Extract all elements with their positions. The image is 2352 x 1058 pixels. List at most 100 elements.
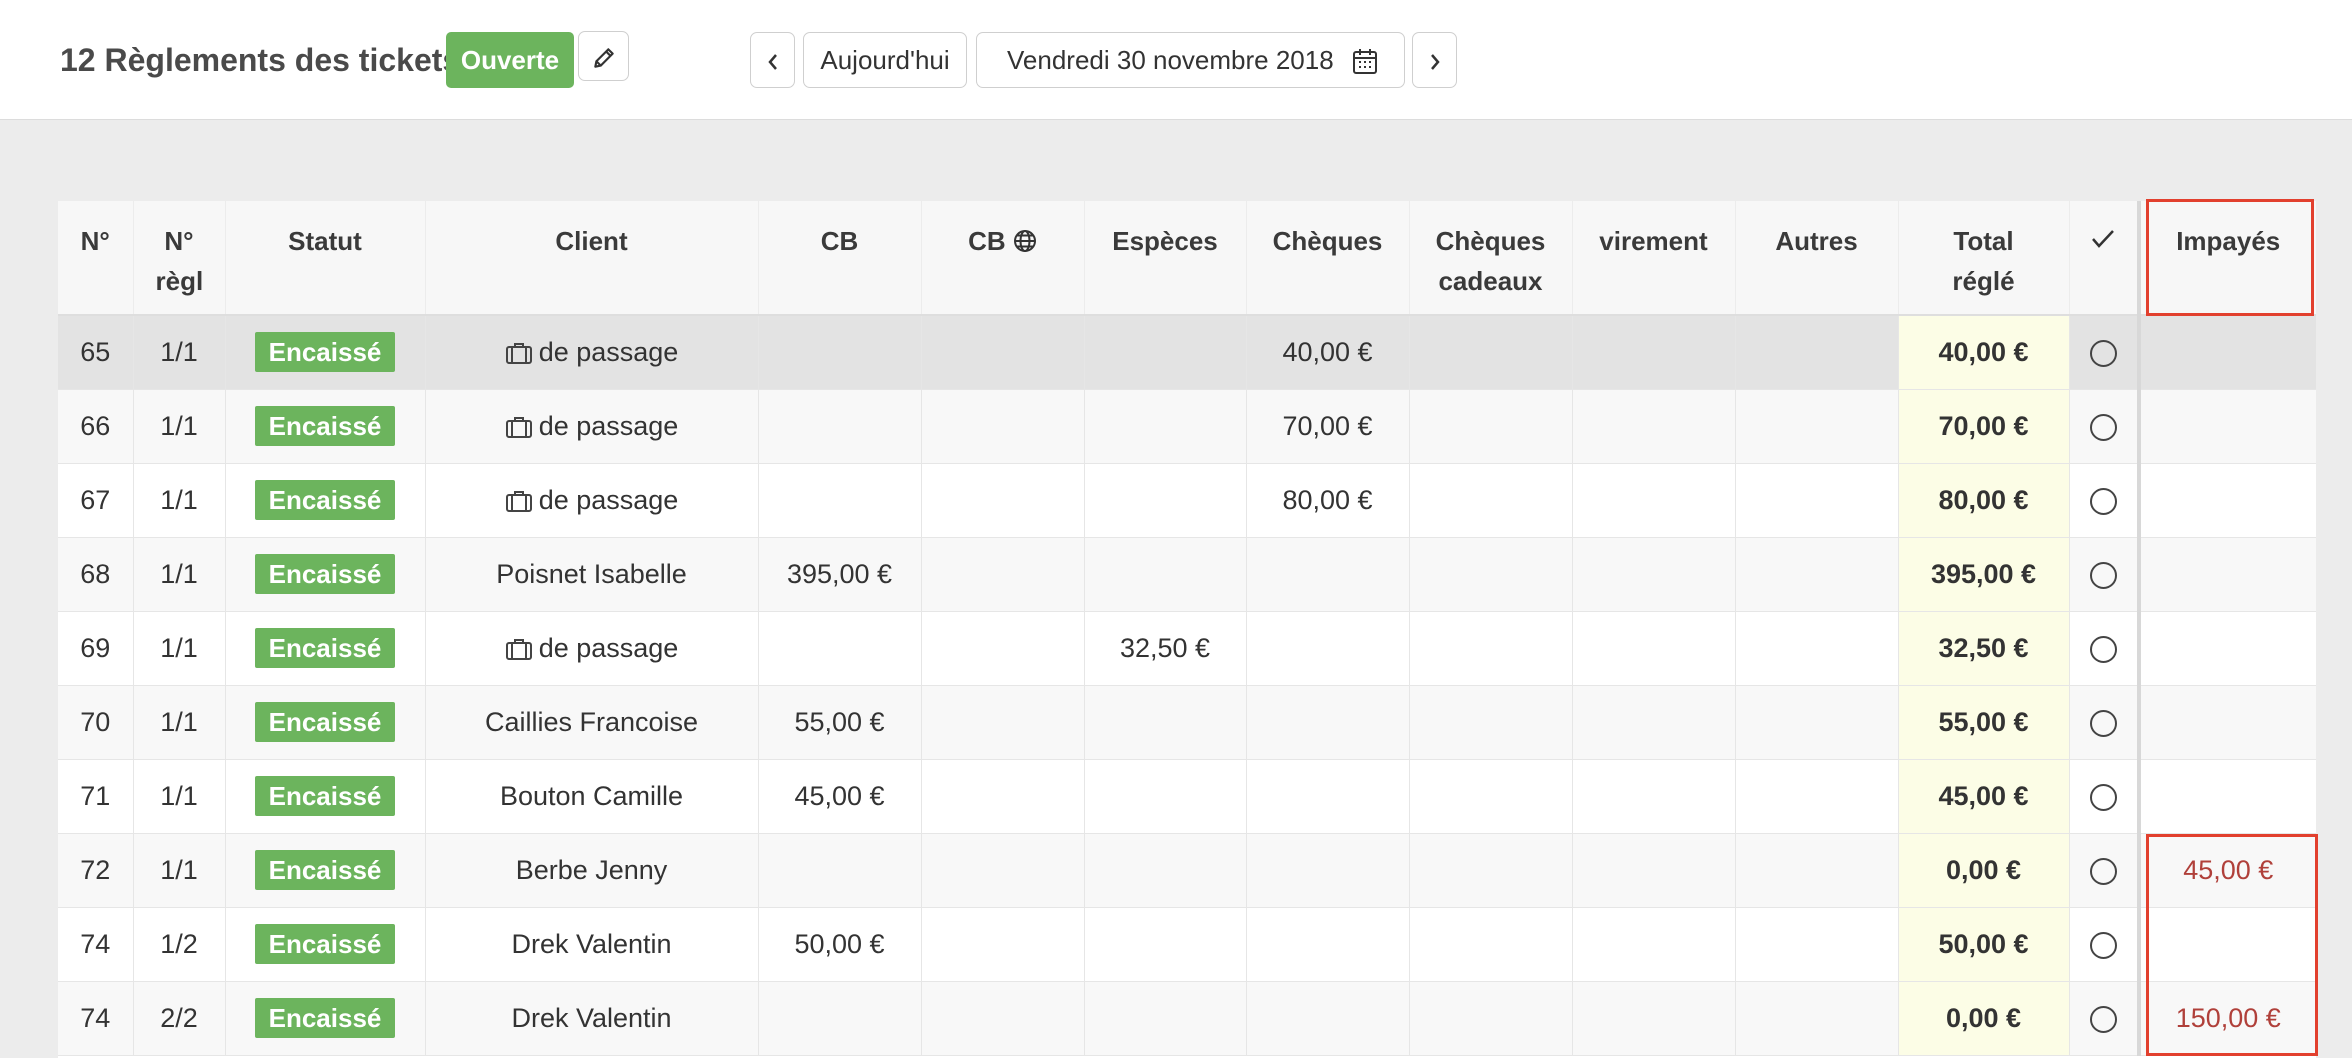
cell-total: 45,00 € — [1898, 759, 2070, 834]
cell-check[interactable] — [2069, 315, 2140, 390]
cell-status: Encaissé — [225, 463, 426, 538]
cell-client[interactable]: de passage — [425, 611, 759, 686]
cell-cb — [758, 981, 922, 1056]
cell-cadeaux — [1409, 611, 1573, 686]
edit-button[interactable] — [578, 31, 629, 81]
col-header-cb-web[interactable]: CB — [921, 201, 1085, 316]
radio-circle-icon[interactable] — [2089, 413, 2117, 441]
cell-check[interactable] — [2069, 759, 2140, 834]
col-header-cash[interactable]: Espèces — [1084, 201, 1247, 316]
cell-client[interactable]: Caillies Francoise — [425, 685, 759, 760]
table-row[interactable]: 70 1/1 Encaissé Caillies Francoise 55,00 € 55… — [58, 685, 2316, 760]
cell-virement — [1572, 907, 1736, 982]
cell-check[interactable] — [2069, 685, 2140, 760]
cell-cb: 50,00 € — [758, 907, 922, 982]
today-button[interactable]: Aujourd'hui — [803, 32, 967, 88]
cell-client[interactable]: Poisnet Isabelle — [425, 537, 759, 612]
col-header-check[interactable] — [2069, 201, 2140, 316]
cell-check[interactable] — [2069, 611, 2140, 686]
cell-status: Encaissé — [225, 537, 426, 612]
cell-status: Encaissé — [225, 315, 426, 390]
radio-circle-icon[interactable] — [2089, 709, 2117, 737]
status-tag: Encaissé — [254, 850, 396, 890]
cell-check[interactable] — [2069, 833, 2140, 908]
table-row[interactable]: 69 1/1 Encaissé de passage 32,50 € 32,50 € — [58, 611, 2316, 686]
col-header-transfer[interactable]: virement — [1572, 201, 1736, 316]
col-header-total[interactable]: Total réglé — [1898, 201, 2070, 316]
cell-cbweb — [921, 833, 1085, 908]
check-icon — [2092, 230, 2115, 248]
cell-unpaid — [2137, 389, 2316, 464]
cell-unpaid — [2137, 463, 2316, 538]
cell-client[interactable]: de passage — [425, 389, 759, 464]
cell-especes — [1084, 833, 1247, 908]
col-header-unpaid[interactable]: Impayés — [2137, 201, 2316, 316]
cell-especes — [1084, 981, 1247, 1056]
chevron-left-icon — [767, 54, 777, 70]
table-row[interactable]: 66 1/1 Encaissé de passage 70,00 € 70,00 € — [58, 389, 2316, 464]
cell-check[interactable] — [2069, 981, 2140, 1056]
cell-status: Encaissé — [225, 685, 426, 760]
radio-circle-icon[interactable] — [2089, 561, 2117, 589]
cell-client[interactable]: de passage — [425, 463, 759, 538]
status-tag: Encaissé — [254, 702, 396, 742]
radio-circle-icon[interactable] — [2089, 783, 2117, 811]
date-picker-button[interactable]: Vendredi 30 novembre 2018 — [976, 32, 1405, 88]
cell-cheques — [1246, 759, 1410, 834]
table-row[interactable]: 71 1/1 Encaissé Bouton Camille 45,00 € 45,00 … — [58, 759, 2316, 834]
cell-client[interactable]: de passage — [425, 315, 759, 390]
next-day-button[interactable] — [1412, 32, 1457, 88]
cell-autres — [1735, 685, 1899, 760]
col-header-cb[interactable]: CB — [758, 201, 922, 316]
cell-check[interactable] — [2069, 537, 2140, 612]
pencil-icon — [593, 48, 614, 68]
cell-unpaid — [2137, 907, 2316, 982]
cell-client[interactable]: Bouton Camille — [425, 759, 759, 834]
table-row[interactable]: 65 1/1 Encaissé de passage 40,00 € 40,00 € — [58, 315, 2316, 390]
table-row[interactable]: 74 2/2 Encaissé Drek Valentin 0,00 € 150,00 € — [58, 981, 2316, 1056]
date-label: Vendredi 30 novembre 2018 — [1007, 45, 1334, 75]
table-row[interactable]: 72 1/1 Encaissé Berbe Jenny 0,00 € 45,00 € — [58, 833, 2316, 908]
radio-circle-icon[interactable] — [2089, 1005, 2117, 1033]
cell-cadeaux — [1409, 389, 1573, 464]
client-name: Poisnet Isabelle — [496, 558, 687, 589]
col-header-other[interactable]: Autres — [1735, 201, 1899, 316]
cell-payment-number: 1/1 — [133, 685, 226, 760]
col-header-payment-number[interactable]: N° règl — [133, 201, 226, 316]
table-row[interactable]: 67 1/1 Encaissé de passage 80,00 € 80,00 € — [58, 463, 2316, 538]
client-name: Berbe Jenny — [515, 854, 668, 885]
cell-unpaid — [2137, 315, 2316, 390]
table-row[interactable]: 68 1/1 Encaissé Poisnet Isabelle 395,00 € 395… — [58, 537, 2316, 612]
cell-payment-number: 1/1 — [133, 833, 226, 908]
cell-cadeaux — [1409, 537, 1573, 612]
client-name: Drek Valentin — [511, 928, 672, 959]
cell-client[interactable]: Berbe Jenny — [425, 833, 759, 908]
cell-client[interactable]: Drek Valentin — [425, 907, 759, 982]
cell-autres — [1735, 833, 1899, 908]
cell-check[interactable] — [2069, 463, 2140, 538]
cell-check[interactable] — [2069, 389, 2140, 464]
cell-check[interactable] — [2069, 907, 2140, 982]
page-title: 12 Règlements des tickets — [60, 42, 461, 78]
radio-circle-icon[interactable] — [2089, 487, 2117, 515]
col-header-checks[interactable]: Chèques — [1246, 201, 1410, 316]
cell-virement — [1572, 833, 1736, 908]
cell-cheques — [1246, 981, 1410, 1056]
cell-total: 40,00 € — [1898, 315, 2070, 390]
radio-circle-icon[interactable] — [2089, 931, 2117, 959]
previous-day-button[interactable] — [750, 32, 795, 88]
radio-circle-icon[interactable] — [2089, 857, 2117, 885]
col-header-client[interactable]: Client — [425, 201, 759, 316]
radio-circle-icon[interactable] — [2089, 635, 2117, 663]
col-header-number[interactable]: N° — [58, 201, 134, 316]
cell-client[interactable]: Drek Valentin — [425, 981, 759, 1056]
cell-payment-number: 1/2 — [133, 907, 226, 982]
client-name: de passage — [538, 336, 679, 367]
cell-status: Encaissé — [225, 907, 426, 982]
col-header-status[interactable]: Statut — [225, 201, 426, 316]
radio-circle-icon[interactable] — [2089, 340, 2117, 368]
status-tag: Encaissé — [254, 924, 396, 964]
col-header-gift-checks[interactable]: Chèques cadeaux — [1409, 201, 1573, 316]
table-row[interactable]: 74 1/2 Encaissé Drek Valentin 50,00 € 50,00 € — [58, 907, 2316, 982]
cell-cheques — [1246, 537, 1410, 612]
